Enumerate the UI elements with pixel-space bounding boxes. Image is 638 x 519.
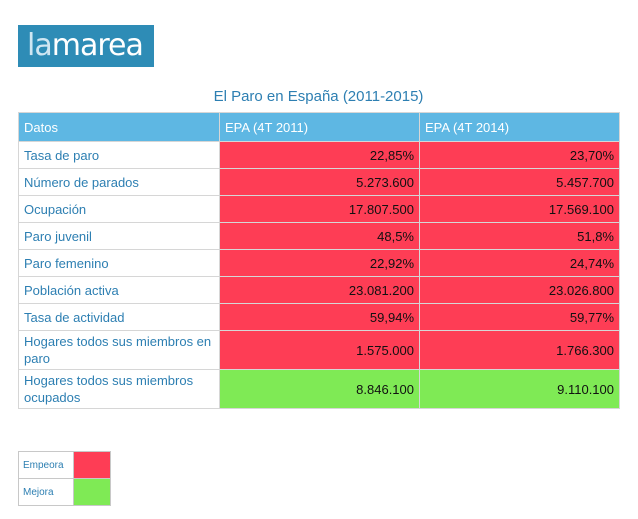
- logo-text-marea: marea: [51, 28, 144, 63]
- value-2011: 48,5%: [219, 222, 420, 250]
- table-row: Ocupación 17.807.500 17.569.100: [18, 195, 620, 223]
- legend-item: Empeora: [18, 451, 111, 479]
- table-row: Paro juvenil 48,5% 51,8%: [18, 222, 620, 250]
- table-row: Tasa de paro 22,85% 23,70%: [18, 141, 620, 169]
- legend-label-mejora: Mejora: [18, 478, 74, 506]
- value-2011: 59,94%: [219, 303, 420, 331]
- value-2014: 59,77%: [419, 303, 620, 331]
- value-2014: 23.026.800: [419, 276, 620, 304]
- header-epa-2011: EPA (4T 2011): [219, 112, 420, 142]
- value-2011: 8.846.100: [219, 369, 420, 409]
- value-2011: 1.575.000: [219, 330, 420, 370]
- legend: Empeora Mejora: [18, 451, 111, 506]
- legend-label-empeora: Empeora: [18, 451, 74, 479]
- table-row: Hogares todos sus miembros en paro 1.575…: [18, 330, 620, 370]
- value-2014: 9.110.100: [419, 369, 620, 409]
- value-2011: 23.081.200: [219, 276, 420, 304]
- table-row: Número de parados 5.273.600 5.457.700: [18, 168, 620, 196]
- row-label: Tasa de paro: [18, 141, 220, 169]
- value-2011: 17.807.500: [219, 195, 420, 223]
- value-2011: 22,92%: [219, 249, 420, 277]
- table-row: Tasa de actividad 59,94% 59,77%: [18, 303, 620, 331]
- row-label: Ocupación: [18, 195, 220, 223]
- legend-item: Mejora: [18, 478, 111, 506]
- table-row: Paro femenino 22,92% 24,74%: [18, 249, 620, 277]
- value-2014: 24,74%: [419, 249, 620, 277]
- header-epa-2014: EPA (4T 2014): [419, 112, 620, 142]
- header-datos: Datos: [18, 112, 220, 142]
- value-2014: 1.766.300: [419, 330, 620, 370]
- row-label: Hogares todos sus miembros ocupados: [18, 369, 220, 409]
- row-label: Número de parados: [18, 168, 220, 196]
- logo-text-la: la: [27, 28, 53, 63]
- value-2011: 5.273.600: [219, 168, 420, 196]
- value-2014: 23,70%: [419, 141, 620, 169]
- row-label: Hogares todos sus miembros en paro: [18, 330, 220, 370]
- value-2014: 5.457.700: [419, 168, 620, 196]
- row-label: Paro juvenil: [18, 222, 220, 250]
- table-header-row: Datos EPA (4T 2011) EPA (4T 2014): [18, 112, 620, 142]
- row-label: Paro femenino: [18, 249, 220, 277]
- table-row: Hogares todos sus miembros ocupados 8.84…: [18, 369, 620, 409]
- legend-swatch-mejora: [73, 478, 111, 506]
- value-2014: 51,8%: [419, 222, 620, 250]
- row-label: Tasa de actividad: [18, 303, 220, 331]
- legend-swatch-empeora: [73, 451, 111, 479]
- table-title: El Paro en España (2011-2015): [213, 88, 424, 105]
- value-2014: 17.569.100: [419, 195, 620, 223]
- data-table: Datos EPA (4T 2011) EPA (4T 2014) Tasa d…: [18, 112, 620, 409]
- value-2011: 22,85%: [219, 141, 420, 169]
- row-label: Población activa: [18, 276, 220, 304]
- lamarea-logo[interactable]: lamarea: [18, 25, 154, 67]
- table-row: Población activa 23.081.200 23.026.800: [18, 276, 620, 304]
